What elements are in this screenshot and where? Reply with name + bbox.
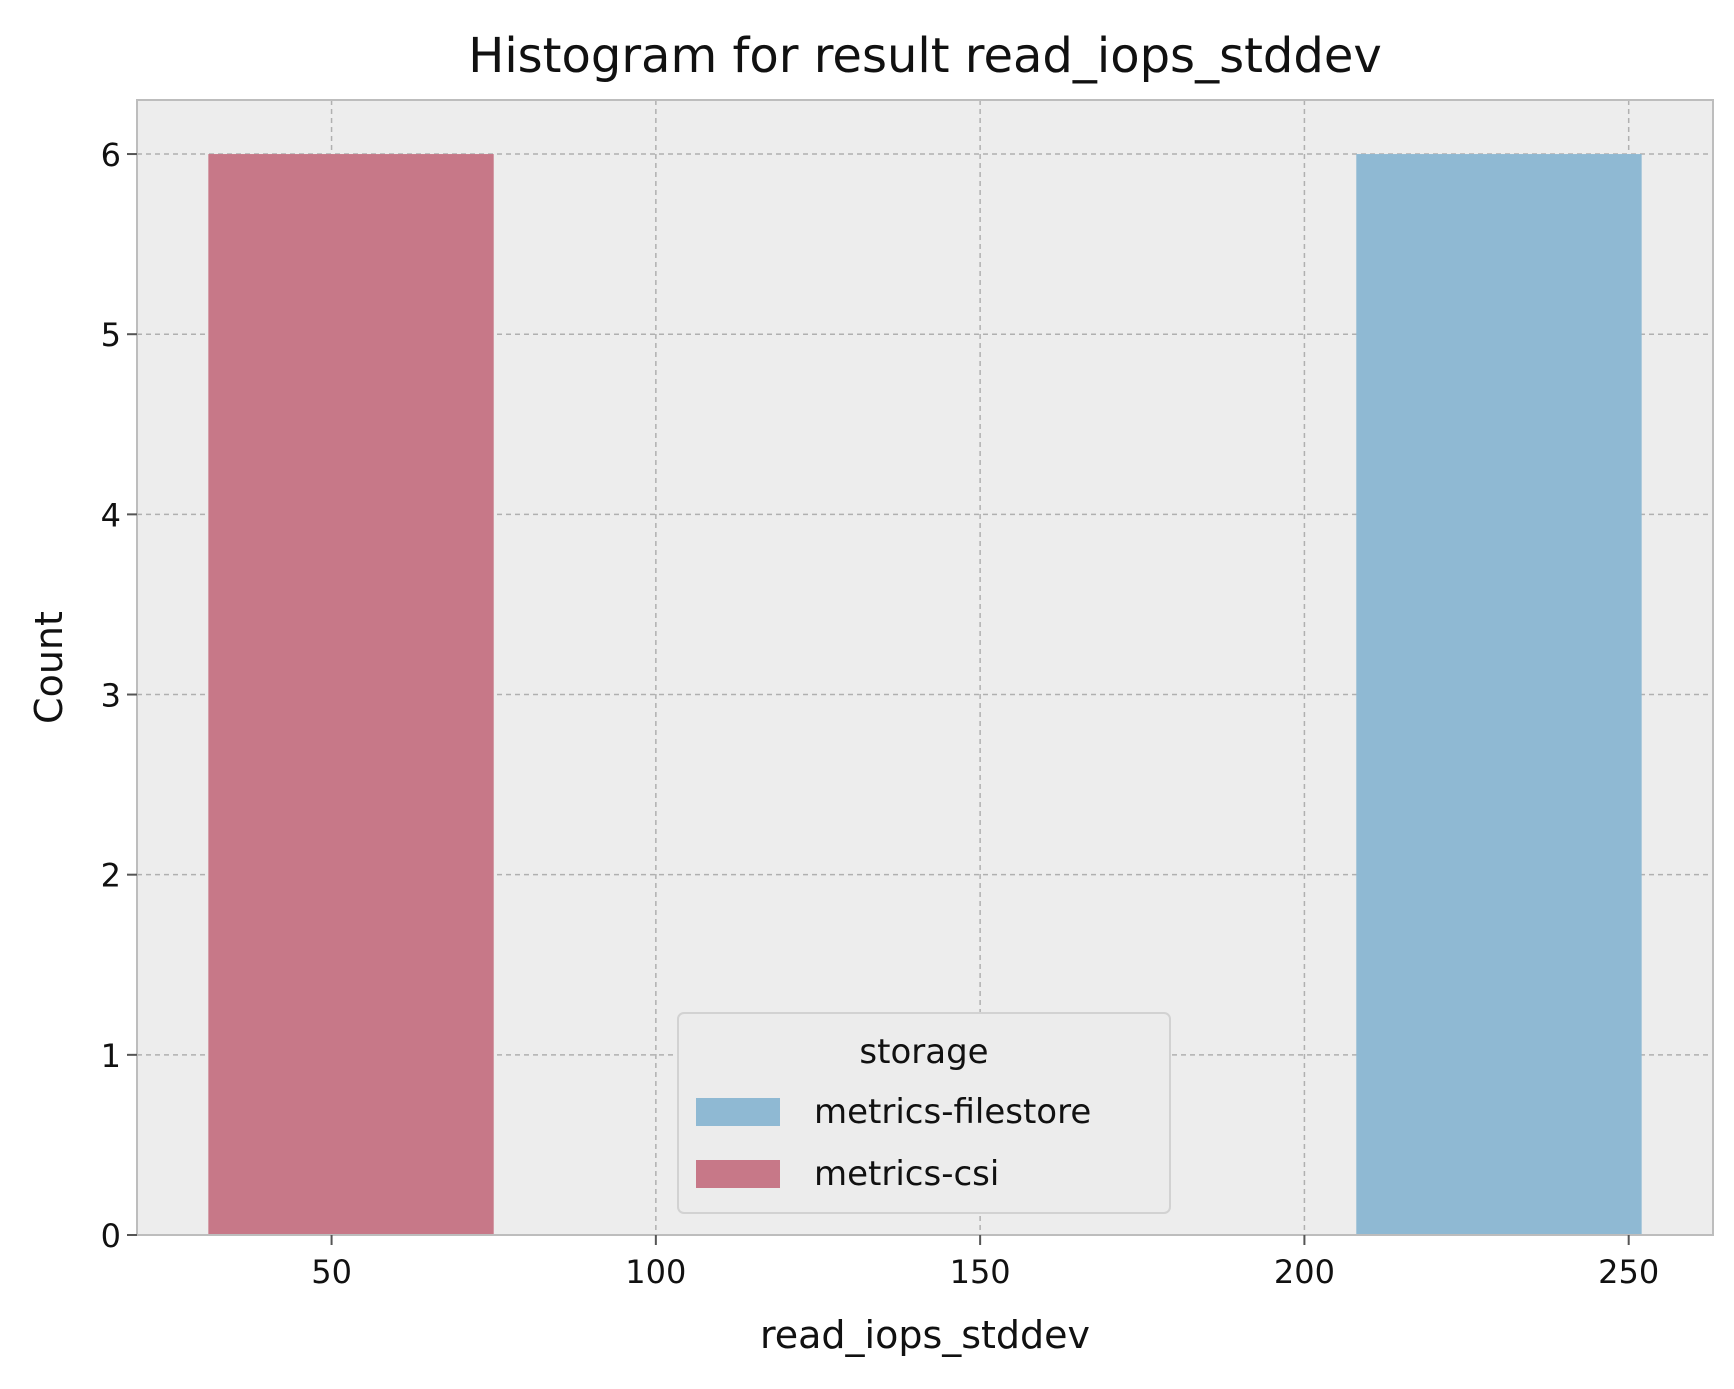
x-tick-label: 200 — [1274, 1253, 1335, 1291]
y-tick-label: 6 — [101, 136, 121, 174]
histogram-bar-metrics-csi — [208, 154, 494, 1236]
y-tick-label: 3 — [101, 677, 121, 715]
x-tick-label: 150 — [950, 1253, 1011, 1291]
y-tick-label: 1 — [101, 1037, 121, 1075]
legend-label: metrics-filestore — [814, 1092, 1091, 1132]
x-tick-label: 50 — [311, 1253, 352, 1291]
x-tick-label: 250 — [1598, 1253, 1659, 1291]
x-tick-label: 100 — [625, 1253, 686, 1291]
legend-label: metrics-csi — [814, 1154, 999, 1194]
axis-ticks: 50 100 150 200 250 0 1 2 3 4 5 6 — [101, 136, 1660, 1291]
legend-swatch — [696, 1160, 780, 1188]
y-tick-label: 5 — [101, 316, 121, 354]
y-tick-label: 2 — [101, 857, 121, 895]
plot-frame — [136, 99, 1714, 1236]
legend: storage metrics-filestore metrics-csi — [677, 1012, 1171, 1214]
y-tick-label: 0 — [101, 1217, 121, 1255]
y-axis-label: Count — [27, 611, 71, 724]
legend-swatch — [696, 1098, 780, 1126]
legend-box — [677, 1012, 1171, 1214]
y-tick-label: 4 — [101, 496, 121, 534]
legend-items: metrics-filestore metrics-csi — [696, 1092, 1091, 1194]
histogram-bars — [208, 154, 1642, 1236]
histogram-bar-metrics-filestore — [1356, 154, 1642, 1236]
legend-title: storage — [859, 1032, 988, 1072]
x-axis-label: read_iops_stddev — [760, 1313, 1090, 1357]
chart-title: Histogram for result read_iops_stddev — [468, 28, 1382, 84]
